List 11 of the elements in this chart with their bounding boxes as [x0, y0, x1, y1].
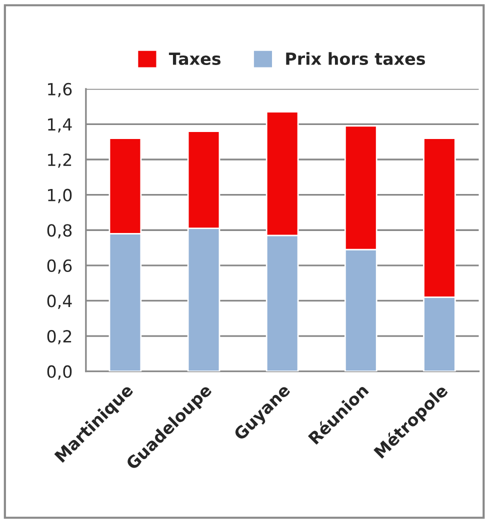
legend-label: Prix hors taxes [286, 52, 425, 66]
legend-label: Taxes [168, 52, 221, 66]
y-tick-label: 1,2 [48, 153, 72, 168]
y-tick-label: 1,0 [48, 188, 72, 204]
y-tick-label: 0,2 [47, 330, 72, 344]
y-tick-label: 1,6 [48, 82, 72, 98]
y-tick-label: 1,4 [48, 118, 72, 132]
y-tick-label: 0,0 [47, 365, 72, 380]
y-tick-label: 0,8 [47, 224, 72, 238]
y-tick-label: 0,6 [47, 259, 72, 274]
y-tick-label: 0,4 [47, 294, 72, 309]
